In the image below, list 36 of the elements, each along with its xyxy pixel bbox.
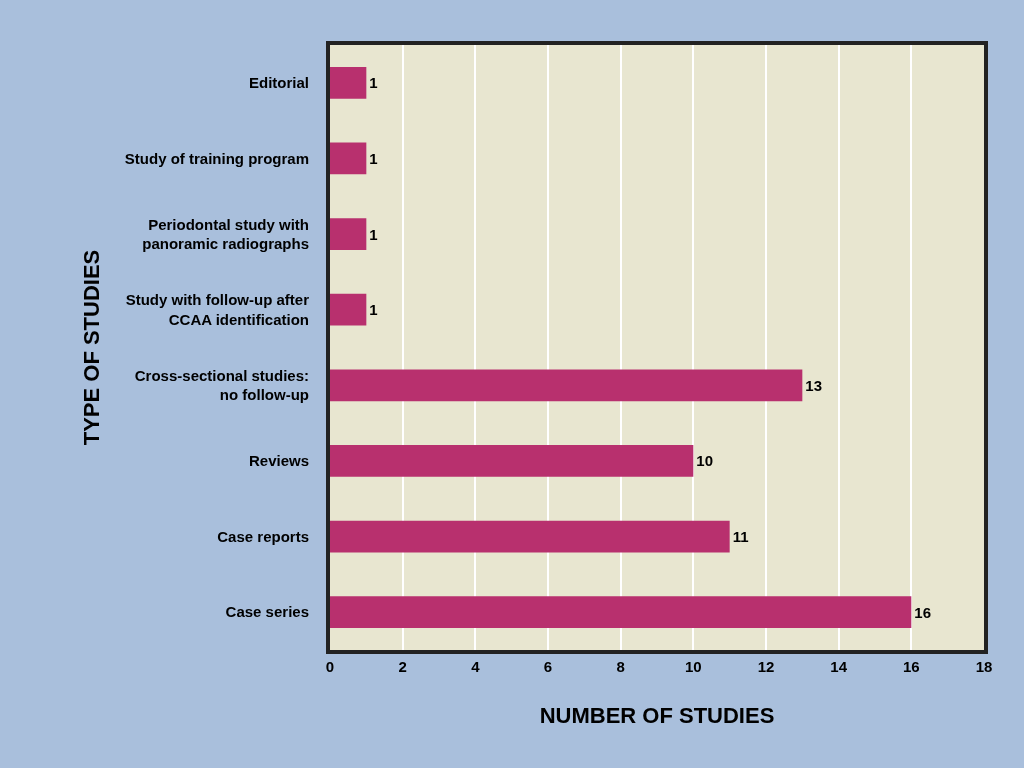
data-label: 16: [914, 603, 932, 621]
bar: [330, 218, 367, 250]
y-axis-title: TYPE OF STUDIES: [79, 249, 105, 446]
x-tick-label: 18: [975, 658, 993, 675]
y-tick-label: Case reports: [217, 527, 309, 545]
y-tick-label: Cross-sectional studies: no follow-up: [134, 366, 309, 404]
x-tick-label: 6: [543, 658, 553, 675]
bar: [330, 142, 367, 175]
data-label: 1: [369, 301, 378, 319]
bar: [330, 66, 367, 99]
data-label: 11: [732, 528, 749, 546]
data-label: 1: [369, 74, 378, 92]
y-tick-label: Case series: [225, 603, 309, 621]
data-label: 10: [696, 452, 714, 470]
x-tick-label: 12: [757, 658, 775, 675]
data-label: 1: [369, 225, 378, 243]
bar: [330, 369, 803, 402]
data-label: 13: [805, 376, 823, 394]
y-tick-label: Editorial: [248, 74, 309, 92]
x-tick-label: 14: [830, 658, 848, 675]
data-label: 1: [369, 149, 378, 167]
bar: [330, 520, 730, 553]
x-tick-label: 0: [325, 658, 335, 675]
y-tick-label: Reviews: [248, 452, 309, 470]
x-axis-title: NUMBER OF STUDIES: [539, 703, 775, 729]
x-tick-label: 10: [684, 658, 702, 675]
y-tick-label: Study with follow-up after CCAA identification: [125, 291, 310, 328]
bar: [330, 445, 694, 477]
x-tick-label: 8: [616, 658, 625, 675]
x-tick-label: 2: [398, 658, 407, 675]
bar: [330, 293, 367, 326]
x-tick-label: 16: [902, 658, 920, 675]
y-tick-label: Study of training program: [124, 149, 309, 167]
bar: [330, 596, 912, 629]
y-tick-label: Periodontal study with panoramic radiographs: [142, 215, 309, 253]
x-tick-label: 4: [471, 658, 481, 675]
